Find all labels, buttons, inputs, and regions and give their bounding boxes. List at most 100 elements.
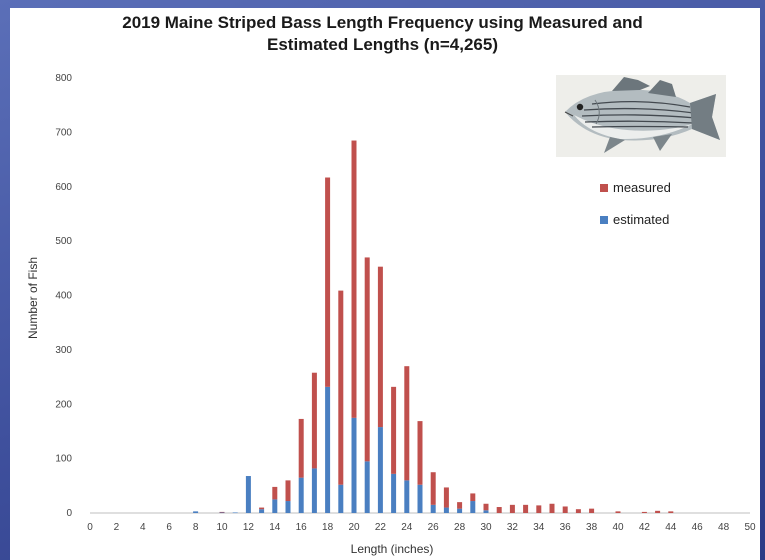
y-tick-label: 0 (66, 508, 72, 519)
bar-measured (364, 257, 370, 462)
bar-measured (351, 140, 357, 418)
bar-measured (443, 487, 449, 508)
bar-measured (430, 472, 436, 505)
bar-estimated (338, 484, 344, 513)
bar-estimated (219, 512, 225, 514)
bar-measured (404, 366, 410, 481)
bar-measured (325, 177, 331, 387)
striped-bass-illustration (556, 75, 726, 157)
bar-measured (311, 372, 317, 469)
fish-mouth (564, 111, 574, 117)
bar-estimated (193, 511, 199, 513)
bar-estimated (298, 477, 304, 513)
bar-estimated (470, 501, 476, 513)
fish-pelvic-fin (604, 137, 625, 153)
y-tick-label: 600 (55, 182, 72, 193)
x-tick-label: 32 (507, 522, 519, 533)
bar-measured (655, 510, 661, 513)
bar-estimated (364, 461, 370, 513)
x-tick-label: 26 (428, 522, 440, 533)
fish-tail (690, 94, 720, 140)
bar-measured (298, 418, 304, 478)
x-tick-label: 36 (560, 522, 572, 533)
bar-measured (562, 506, 568, 513)
fish-second-dorsal-fin (648, 80, 676, 97)
bar-measured (509, 504, 515, 513)
x-tick-label: 12 (243, 522, 255, 533)
bar-measured (615, 511, 621, 513)
fish-gill (594, 99, 600, 125)
bar-measured (483, 503, 489, 511)
y-tick-label: 700 (55, 127, 72, 138)
bar-estimated (311, 468, 317, 513)
bar-measured (391, 386, 397, 474)
bar-estimated (232, 512, 238, 514)
bar-estimated (404, 480, 410, 513)
x-tick-label: 48 (718, 522, 730, 533)
bar-estimated (391, 473, 397, 513)
x-tick-label: 40 (612, 522, 624, 533)
bar-estimated (259, 509, 265, 513)
bar-measured (417, 421, 423, 485)
x-tick-label: 30 (480, 522, 492, 533)
x-tick-label: 28 (454, 522, 466, 533)
y-axis-title: Number of Fish (26, 257, 40, 339)
x-tick-label: 50 (744, 522, 756, 533)
bar-estimated (430, 504, 436, 513)
bar-measured (457, 502, 463, 509)
y-tick-label: 500 (55, 236, 72, 247)
bar-estimated (245, 476, 251, 513)
bar-measured (470, 493, 476, 502)
y-tick-label: 200 (55, 399, 72, 410)
x-tick-label: 2 (114, 522, 120, 533)
bar-estimated (325, 386, 331, 513)
y-tick-label: 800 (55, 73, 72, 84)
bar-measured (272, 486, 278, 500)
bar-measured (536, 505, 542, 513)
x-axis-title: Length (inches) (351, 542, 434, 556)
bar-measured (377, 266, 383, 428)
fish-eye (576, 103, 584, 111)
chart-title: 2019 Maine Striped Bass Length Frequency… (10, 12, 755, 56)
chart-title-line-2: Estimated Lengths (n=4,265) (267, 35, 498, 54)
legend-swatch-measured (600, 184, 608, 192)
bar-measured (668, 511, 674, 513)
bar-measured (549, 503, 555, 513)
x-tick-label: 46 (692, 522, 704, 533)
x-tick-label: 44 (665, 522, 677, 533)
fish-dorsal-fin (612, 77, 650, 91)
y-tick-label: 100 (55, 454, 72, 465)
bar-measured (523, 504, 529, 513)
y-tick-label: 400 (55, 291, 72, 302)
x-tick-label: 42 (639, 522, 651, 533)
bar-estimated (377, 427, 383, 513)
bar-estimated (285, 501, 291, 513)
bar-estimated (417, 484, 423, 513)
bars (193, 140, 674, 514)
x-tick-label: 6 (166, 522, 172, 533)
x-tick-label: 22 (375, 522, 387, 533)
x-tick-label: 24 (401, 522, 413, 533)
fish-anal-fin (653, 134, 672, 151)
legend-swatch-estimated (600, 216, 608, 224)
bar-measured (496, 507, 502, 513)
x-tick-label: 0 (87, 522, 93, 533)
bar-measured (259, 507, 265, 510)
x-tick-label: 4 (140, 522, 146, 533)
bar-estimated (272, 499, 278, 513)
bar-estimated (483, 510, 489, 513)
legend-label-measured: measured (613, 180, 671, 195)
x-tick-label: 34 (533, 522, 545, 533)
legend: measured estimated (600, 180, 671, 227)
x-tick-label: 38 (586, 522, 598, 533)
chart-title-line-1: 2019 Maine Striped Bass Length Frequency… (122, 13, 643, 32)
x-tick-label: 8 (193, 522, 199, 533)
x-tick-label: 18 (322, 522, 334, 533)
bar-estimated (443, 507, 449, 513)
y-tick-label: 300 (55, 345, 72, 356)
fish-stripes (581, 100, 697, 128)
bar-measured (575, 509, 581, 513)
bar-measured (219, 511, 225, 513)
x-tick-label: 20 (348, 522, 360, 533)
